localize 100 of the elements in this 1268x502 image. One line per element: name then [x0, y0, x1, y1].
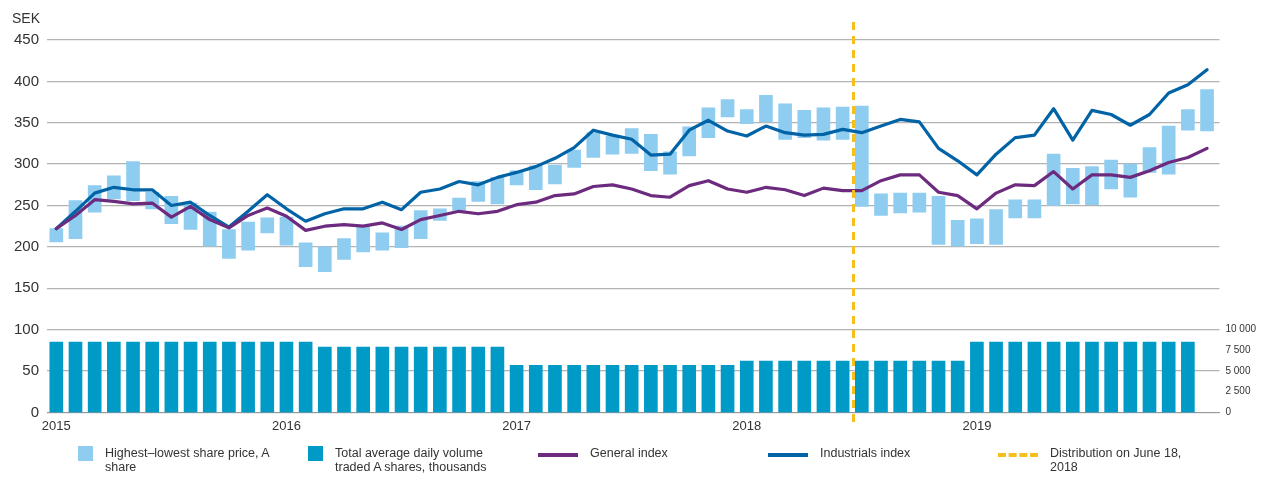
bar	[49, 341, 64, 413]
bar	[1027, 199, 1042, 219]
bar	[912, 360, 927, 413]
bar	[605, 135, 620, 155]
bar	[720, 99, 735, 118]
bar	[107, 341, 121, 413]
bar	[1008, 199, 1023, 219]
bar	[759, 360, 773, 413]
bar	[1123, 341, 1138, 413]
bar	[164, 341, 179, 413]
bar	[739, 360, 754, 413]
bar	[1046, 341, 1061, 413]
bar	[835, 360, 850, 413]
bar	[893, 360, 908, 413]
bar	[720, 364, 735, 413]
bar	[1065, 341, 1080, 413]
bar	[854, 105, 869, 207]
x-tick-label: 2019	[962, 417, 992, 433]
bar	[1104, 341, 1118, 413]
y-axis-title: SEK	[12, 9, 41, 26]
y2-tick-label: 0	[1225, 406, 1232, 418]
bar	[739, 109, 754, 124]
bar	[528, 165, 543, 191]
bar	[816, 360, 831, 413]
bar	[663, 364, 677, 413]
bar	[950, 360, 965, 413]
bar	[337, 346, 351, 413]
bar	[337, 238, 351, 260]
bar	[912, 192, 927, 213]
bar	[413, 346, 428, 413]
bar	[375, 232, 390, 251]
y-tick-label: 150	[14, 278, 40, 296]
bar	[1161, 341, 1176, 413]
bar	[298, 242, 313, 268]
bar	[222, 341, 236, 413]
bar	[183, 341, 198, 413]
bar	[624, 364, 639, 413]
x-tick-label: 2015	[41, 417, 71, 433]
legend-label: Industrials index	[820, 446, 912, 460]
bar	[874, 360, 888, 413]
bar	[931, 196, 946, 245]
y2-tick-label: 10 000	[1225, 323, 1257, 335]
x-tick-label: 2016	[271, 417, 301, 433]
bar	[605, 364, 620, 413]
bar	[1027, 341, 1042, 413]
bar	[1085, 166, 1099, 206]
y2-tick-label: 7 500	[1225, 344, 1251, 356]
bar	[970, 341, 984, 413]
bar	[433, 346, 447, 413]
bar	[950, 220, 965, 247]
legend-label: Distribution on June 18, 2018	[1050, 446, 1183, 474]
bar	[893, 192, 908, 214]
bar	[548, 364, 562, 413]
bar	[1142, 341, 1157, 413]
bar	[586, 132, 601, 158]
bar	[490, 346, 505, 413]
bar	[1008, 341, 1023, 413]
bar	[586, 364, 601, 413]
y2-tick-label: 2 500	[1225, 385, 1251, 397]
bar	[452, 197, 466, 211]
bar	[797, 360, 812, 413]
bar	[989, 209, 1003, 245]
bar	[145, 341, 160, 413]
bar	[701, 364, 716, 413]
bar	[471, 346, 486, 413]
bar	[375, 346, 390, 413]
bar	[548, 164, 562, 185]
bar	[682, 364, 697, 413]
bar	[1161, 125, 1176, 175]
bar	[279, 216, 294, 246]
bar	[298, 341, 313, 413]
y-tick-label: 350	[14, 112, 40, 130]
y-tick-label: 300	[14, 154, 40, 172]
bar	[317, 346, 332, 413]
y-tick-label: 450	[14, 30, 40, 48]
bar	[260, 341, 275, 413]
bar	[126, 161, 140, 201]
bar	[49, 228, 64, 243]
bar	[279, 341, 294, 413]
bar	[68, 341, 83, 413]
legend-label: Total average daily volume traded A shares, thousands	[335, 446, 488, 474]
y-tick-label: 0	[30, 402, 40, 420]
legend-label: General index	[590, 446, 669, 460]
x-tick-label: 2018	[732, 417, 762, 433]
bar	[356, 225, 370, 253]
bar	[567, 149, 581, 168]
bar	[356, 346, 370, 413]
bar	[87, 341, 102, 413]
bar	[528, 364, 543, 413]
y-tick-label: 50	[22, 361, 40, 379]
bar	[260, 217, 275, 234]
bar	[874, 193, 888, 216]
bar	[126, 341, 140, 413]
bar	[394, 346, 409, 413]
bar	[854, 360, 869, 413]
bar	[1085, 341, 1099, 413]
bar	[1200, 89, 1214, 132]
bar	[202, 341, 217, 413]
bar	[452, 346, 466, 413]
bar	[1181, 341, 1195, 413]
